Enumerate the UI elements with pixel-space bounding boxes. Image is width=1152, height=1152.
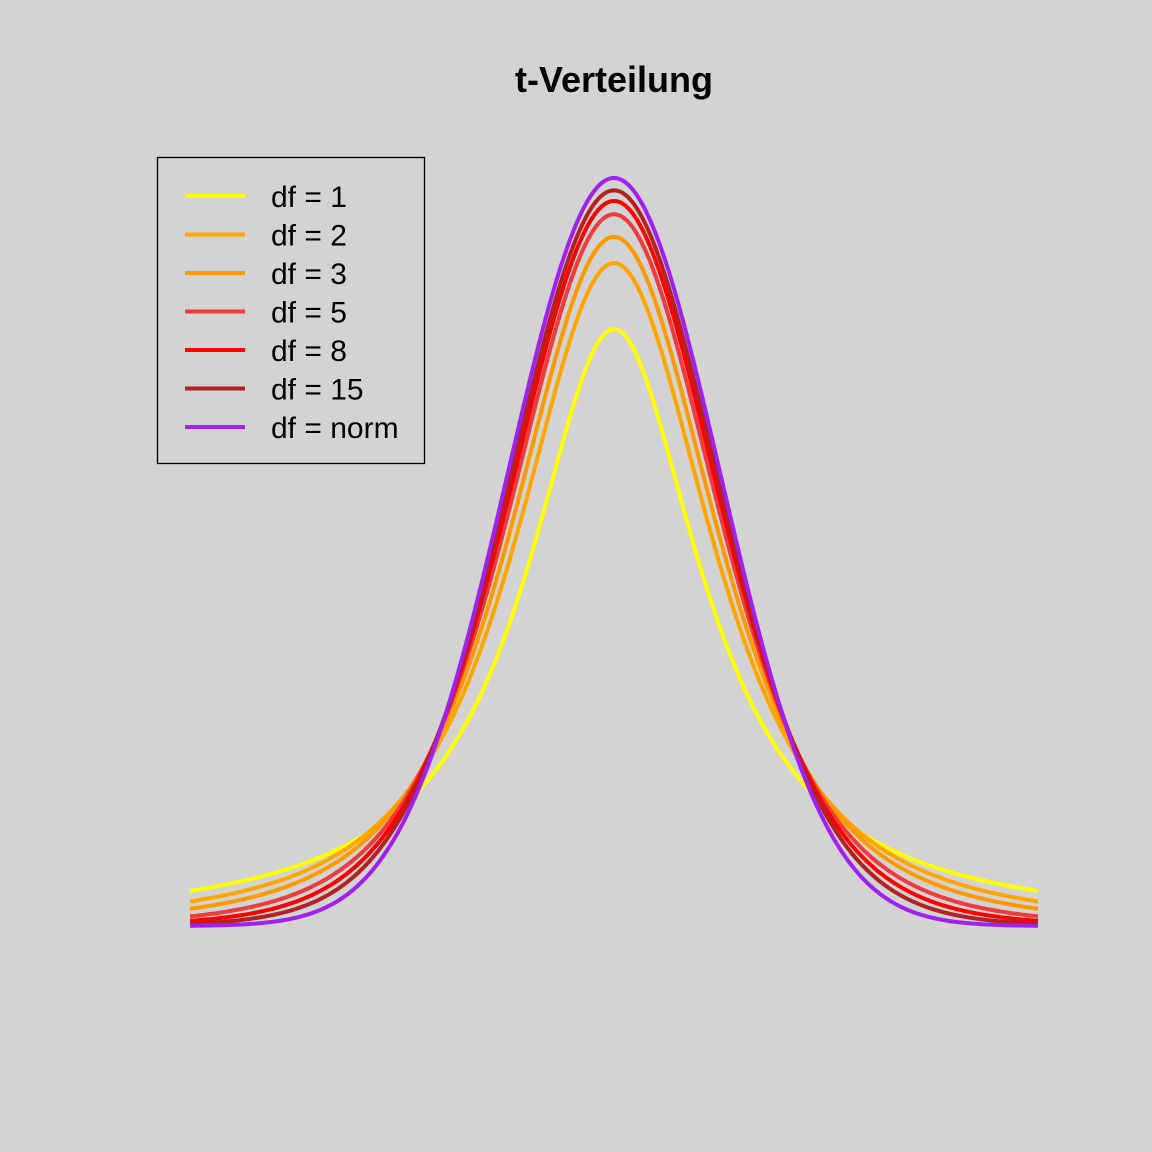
legend: df = 1 df = 2 df = 3 df = 5 df = 8 df = 15 df … [156, 156, 426, 465]
series-line-df-1 [189, 327, 1039, 893]
chart-title: t-Verteilung [515, 59, 713, 100]
legend-label: df = norm [271, 412, 399, 445]
legend-box [156, 156, 426, 465]
legend-label: df = 15 [271, 374, 364, 407]
legend-label: df = 8 [271, 335, 347, 368]
series-line-df-8 [189, 198, 1039, 923]
legend-label: df = 1 [271, 181, 347, 214]
series-line-df-3 [189, 234, 1039, 911]
legend-label: df = 5 [271, 297, 347, 330]
series-line-df-15 [189, 188, 1039, 926]
series-line-norm [189, 175, 1039, 928]
series-line-df-5 [189, 212, 1039, 919]
curves [189, 175, 1039, 928]
legend-label: df = 2 [271, 220, 347, 253]
series-line-df-2 [189, 261, 1039, 904]
legend-label: df = 3 [271, 258, 347, 291]
